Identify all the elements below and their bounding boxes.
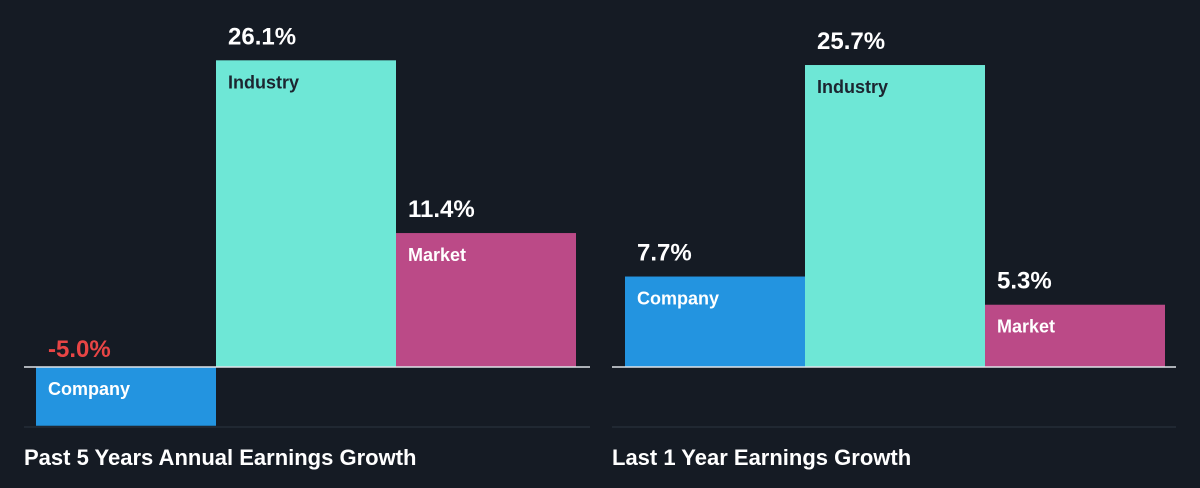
bar-industry-2 [805,65,985,368]
panel-title: Past 5 Years Annual Earnings Growth [24,445,416,470]
bar-category-label: Company [48,379,130,399]
bar-value-label: 25.7% [817,28,885,55]
bar-category-label: Market [997,317,1055,337]
bar-company-1 [36,367,216,426]
bar-category-label: Company [637,289,719,309]
bar-category-label: Industry [817,77,888,97]
bar-industry-1 [216,60,396,367]
bar-value-label: 7.7% [637,240,692,267]
bar-market-2 [985,304,1165,367]
bar-value-label: 26.1% [228,23,296,50]
panel-title: Last 1 Year Earnings Growth [612,445,911,470]
bar-market-1 [396,233,576,367]
bar-company-2 [625,276,805,367]
bar-category-label: Market [408,245,466,265]
bar-value-label: 5.3% [997,268,1052,295]
bar-value-label: -5.0% [48,336,111,363]
bar-category-label: Industry [228,72,299,92]
bar-value-label: 11.4% [408,196,475,223]
